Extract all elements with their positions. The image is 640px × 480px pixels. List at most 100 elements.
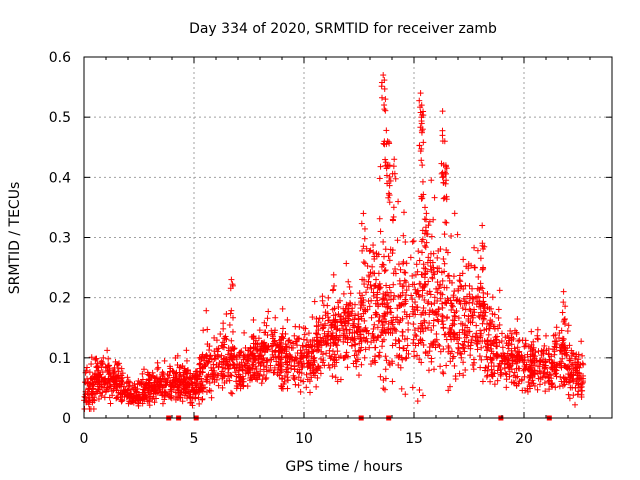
data-point bbox=[437, 295, 444, 302]
data-point bbox=[433, 285, 440, 292]
data-point bbox=[366, 344, 373, 351]
data-point bbox=[445, 272, 452, 279]
data-point bbox=[228, 389, 235, 396]
data-point bbox=[483, 353, 490, 360]
data-point bbox=[218, 361, 225, 368]
data-point bbox=[349, 329, 356, 336]
data-point bbox=[86, 369, 93, 376]
data-point bbox=[314, 347, 321, 354]
data-point bbox=[542, 388, 549, 395]
data-point bbox=[228, 337, 235, 344]
data-point bbox=[558, 378, 565, 385]
data-point bbox=[452, 373, 459, 380]
data-point bbox=[525, 379, 532, 386]
data-point bbox=[216, 359, 223, 366]
data-point bbox=[430, 317, 437, 324]
data-point bbox=[471, 309, 478, 316]
data-point bbox=[368, 361, 375, 368]
data-point bbox=[392, 265, 399, 272]
data-point bbox=[153, 374, 160, 381]
data-point bbox=[400, 232, 407, 239]
data-point bbox=[401, 269, 408, 276]
data-point bbox=[220, 325, 227, 332]
data-point bbox=[432, 344, 439, 351]
data-point bbox=[294, 342, 301, 349]
data-point bbox=[305, 330, 312, 337]
data-point bbox=[431, 194, 438, 201]
data-point bbox=[425, 367, 432, 374]
data-point bbox=[187, 370, 194, 377]
data-point bbox=[410, 321, 417, 328]
data-point bbox=[448, 233, 455, 240]
data-point bbox=[230, 346, 237, 353]
data-point bbox=[85, 395, 92, 402]
data-point bbox=[428, 177, 435, 184]
data-point bbox=[372, 344, 379, 351]
data-point bbox=[421, 296, 428, 303]
data-point bbox=[319, 359, 326, 366]
data-points bbox=[81, 72, 587, 412]
data-point bbox=[476, 314, 483, 321]
data-point bbox=[331, 282, 338, 289]
data-point bbox=[252, 375, 259, 382]
data-point bbox=[424, 300, 431, 307]
data-point bbox=[409, 281, 416, 288]
data-point bbox=[303, 384, 310, 391]
data-point bbox=[229, 390, 236, 397]
data-point bbox=[564, 328, 571, 335]
data-point bbox=[150, 372, 157, 379]
data-point bbox=[512, 347, 519, 354]
data-point bbox=[455, 315, 462, 322]
data-point bbox=[456, 370, 463, 377]
data-point bbox=[377, 228, 384, 235]
data-point bbox=[323, 350, 330, 357]
data-point bbox=[419, 236, 426, 243]
data-point bbox=[284, 316, 291, 323]
data-point bbox=[104, 347, 111, 354]
data-point bbox=[295, 382, 302, 389]
data-point bbox=[455, 287, 462, 294]
data-point bbox=[439, 312, 446, 319]
data-point bbox=[397, 364, 404, 371]
data-point bbox=[215, 382, 222, 389]
data-point bbox=[447, 358, 454, 365]
data-point bbox=[484, 290, 491, 297]
data-point bbox=[398, 385, 405, 392]
data-point bbox=[183, 347, 190, 354]
data-point bbox=[218, 352, 225, 359]
data-point bbox=[546, 386, 553, 393]
data-point bbox=[207, 387, 214, 394]
data-point bbox=[382, 267, 389, 274]
data-point bbox=[415, 325, 422, 332]
data-point bbox=[502, 370, 509, 377]
data-point bbox=[524, 388, 531, 395]
data-point bbox=[97, 371, 104, 378]
data-point bbox=[282, 330, 289, 337]
data-point bbox=[423, 239, 430, 246]
data-point bbox=[469, 333, 476, 340]
data-point bbox=[566, 395, 573, 402]
data-point bbox=[425, 254, 432, 261]
data-point bbox=[146, 402, 153, 409]
data-point bbox=[296, 369, 303, 376]
data-point bbox=[416, 280, 423, 287]
data-point bbox=[250, 316, 257, 323]
data-point bbox=[475, 273, 482, 280]
data-point bbox=[451, 210, 458, 217]
data-point bbox=[488, 366, 495, 373]
data-point bbox=[302, 325, 309, 332]
data-point bbox=[337, 376, 344, 383]
data-point bbox=[374, 324, 381, 331]
data-point bbox=[394, 237, 401, 244]
data-point bbox=[454, 231, 461, 238]
data-point bbox=[267, 366, 274, 373]
chart-title: Day 334 of 2020, SRMTID for receiver zam… bbox=[189, 21, 497, 37]
data-point bbox=[402, 239, 409, 246]
data-point bbox=[579, 352, 586, 359]
data-point bbox=[440, 346, 447, 353]
data-point bbox=[534, 386, 541, 393]
data-point bbox=[367, 281, 374, 288]
data-point bbox=[217, 331, 224, 338]
data-point bbox=[119, 397, 126, 404]
